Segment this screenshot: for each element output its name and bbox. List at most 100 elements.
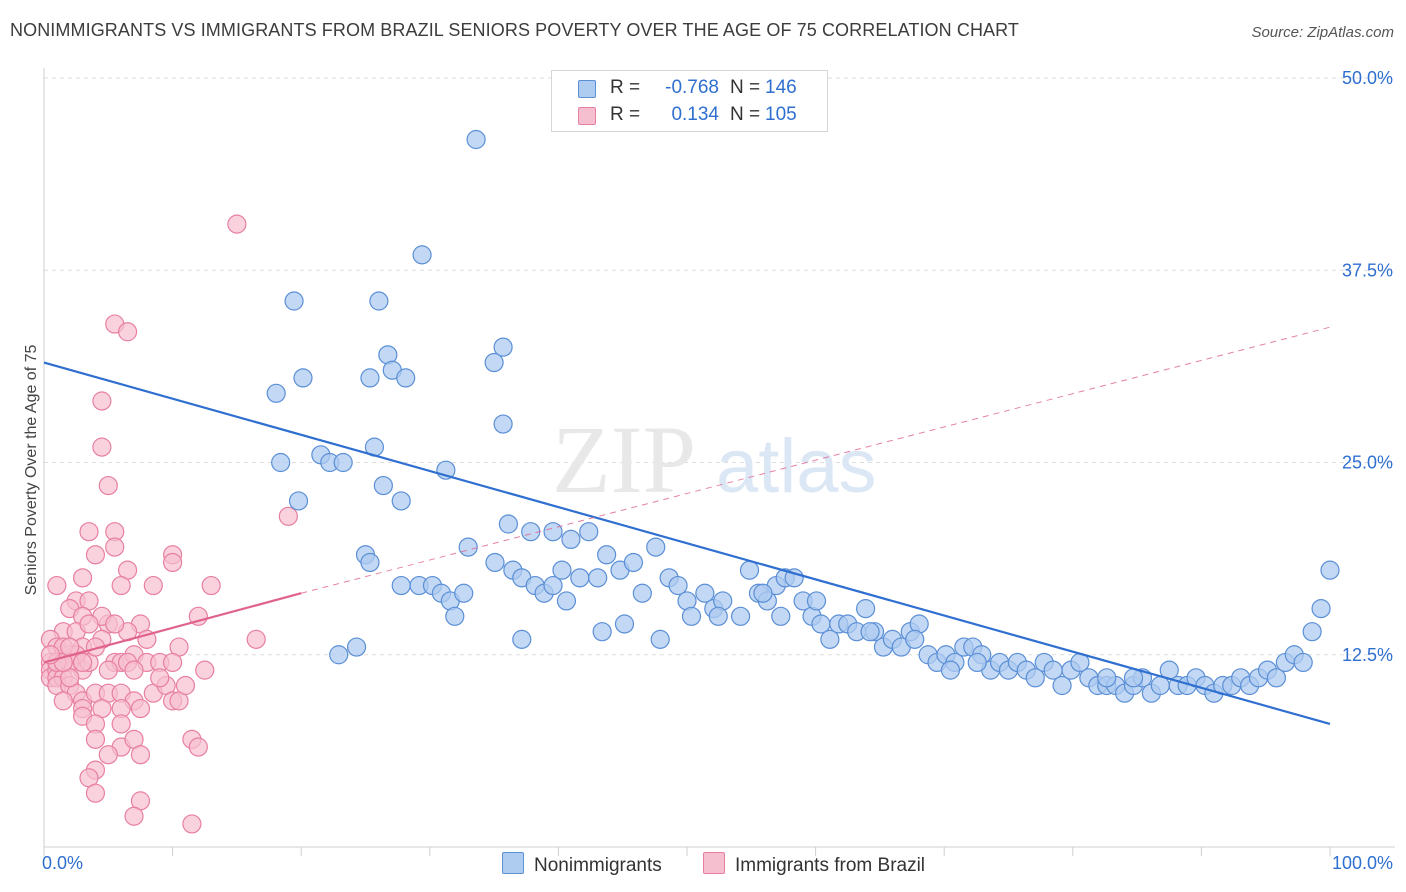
trend-lines: [43, 326, 1331, 726]
point-nonimmigrants: [856, 599, 876, 619]
point-nonimmigrants: [588, 568, 608, 588]
point-nonimmigrants: [493, 337, 513, 357]
axes-layer: [43, 68, 1395, 856]
series-nonimmigrants: [266, 129, 1340, 703]
chart-title: NONIMMIGRANTS VS IMMIGRANTS FROM BRAZIL …: [10, 20, 1020, 40]
point-immigrants-brazil: [47, 575, 67, 596]
point-nonimmigrants: [730, 606, 751, 626]
legend-r-label: R =: [610, 104, 641, 125]
point-immigrants-brazil: [85, 783, 106, 803]
point-nonimmigrants: [668, 575, 688, 596]
trend-line-nonimmigrants: [43, 361, 1331, 726]
point-immigrants-brazil: [72, 652, 93, 673]
legend-n-value: 105: [765, 104, 797, 125]
x-tick-label-right: 100.0%: [1332, 853, 1393, 873]
point-nonimmigrants: [1302, 622, 1322, 642]
point-nonimmigrants: [543, 575, 563, 596]
legend-swatch-blue: [578, 80, 596, 98]
legend-n-value: 146: [765, 77, 797, 98]
point-immigrants-brazil: [163, 552, 183, 573]
legend-row-immigrants-brazil: R = 0.134 N = 105: [552, 102, 827, 129]
point-nonimmigrants: [860, 622, 880, 642]
point-nonimmigrants: [695, 583, 715, 603]
point-nonimmigrants: [329, 645, 349, 665]
point-immigrants-brazil: [124, 660, 144, 680]
point-nonimmigrants: [521, 522, 541, 542]
point-immigrants-brazil: [92, 391, 112, 411]
point-immigrants-brazil: [175, 675, 196, 696]
point-nonimmigrants: [905, 629, 925, 649]
point-nonimmigrants: [458, 537, 478, 557]
point-nonimmigrants: [650, 629, 670, 649]
point-nonimmigrants: [552, 560, 572, 580]
point-immigrants-brazil: [195, 660, 215, 680]
trend-extension-immigrants-brazil: [301, 326, 1331, 594]
point-immigrants-brazil: [98, 660, 118, 680]
point-immigrants-brazil: [72, 568, 93, 588]
point-nonimmigrants: [373, 475, 393, 496]
point-nonimmigrants: [284, 291, 304, 311]
legend-n-label: N =: [730, 104, 761, 125]
point-nonimmigrants: [1097, 668, 1117, 688]
point-nonimmigrants: [484, 352, 504, 373]
point-nonimmigrants: [288, 491, 309, 511]
point-nonimmigrants: [681, 606, 702, 626]
point-immigrants-brazil: [182, 814, 202, 834]
y-tick-label: 12.5%: [1342, 645, 1393, 665]
watermark-atlas: atlas: [716, 424, 877, 509]
watermark-zip: ZIP: [552, 406, 696, 513]
point-immigrants-brazil: [130, 745, 151, 765]
point-nonimmigrants: [646, 537, 666, 557]
point-nonimmigrants: [271, 452, 291, 473]
legend-swatch-pink: [578, 107, 596, 125]
point-immigrants-brazil: [105, 614, 125, 634]
point-immigrants-brazil: [278, 506, 298, 526]
point-nonimmigrants: [266, 383, 286, 403]
point-immigrants-brazil: [117, 322, 138, 342]
point-immigrants-brazil: [105, 537, 125, 557]
point-nonimmigrants: [543, 522, 563, 542]
point-nonimmigrants: [1293, 652, 1313, 673]
grid-layer: [44, 77, 1395, 656]
point-nonimmigrants: [454, 583, 474, 603]
point-immigrants-brazil: [246, 629, 266, 649]
point-nonimmigrants: [771, 606, 791, 626]
bottom-legend-nonimmigrants: Nonimmigrants: [502, 852, 662, 877]
point-nonimmigrants: [391, 491, 411, 511]
bottom-legend-swatch-blue: [502, 852, 524, 874]
point-immigrants-brazil: [79, 522, 99, 542]
point-nonimmigrants: [708, 606, 728, 626]
point-nonimmigrants: [623, 552, 644, 573]
point-nonimmigrants: [391, 575, 411, 596]
x-tick-label-left: 0.0%: [42, 853, 83, 873]
bottom-legend-swatch-pink: [703, 852, 725, 874]
point-nonimmigrants: [333, 452, 353, 473]
point-immigrants-brazil: [85, 545, 106, 565]
y-tick-label: 37.5%: [1342, 260, 1393, 280]
point-nonimmigrants: [293, 368, 313, 388]
y-tick-label: 50.0%: [1342, 68, 1393, 88]
point-nonimmigrants: [412, 245, 432, 265]
point-nonimmigrants: [556, 591, 577, 611]
point-nonimmigrants: [561, 529, 581, 550]
point-immigrants-brazil: [92, 437, 112, 457]
point-immigrants-brazil: [143, 575, 163, 596]
point-nonimmigrants: [369, 291, 389, 311]
point-immigrants-brazil: [53, 691, 73, 711]
point-nonimmigrants: [485, 552, 505, 573]
point-nonimmigrants: [346, 637, 367, 657]
axis-labels: 12.5% 25.0% 37.5% 50.0% 0.0% 100.0%: [42, 68, 1393, 873]
legend-r-label: R =: [610, 77, 641, 98]
legend-n-label: N =: [730, 77, 761, 98]
point-immigrants-brazil: [111, 714, 131, 734]
correlation-legend: R = -0.768 N = 146 R = 0.134 N = 105: [551, 70, 828, 132]
point-immigrants-brazil: [124, 806, 144, 826]
point-nonimmigrants: [396, 368, 416, 388]
point-immigrants-brazil: [130, 698, 151, 719]
bottom-legend-label: Nonimmigrants: [534, 855, 662, 876]
point-nonimmigrants: [570, 568, 590, 588]
point-immigrants-brazil: [79, 614, 99, 634]
point-nonimmigrants: [753, 583, 773, 603]
point-nonimmigrants: [1052, 675, 1072, 696]
point-nonimmigrants: [1025, 668, 1045, 688]
